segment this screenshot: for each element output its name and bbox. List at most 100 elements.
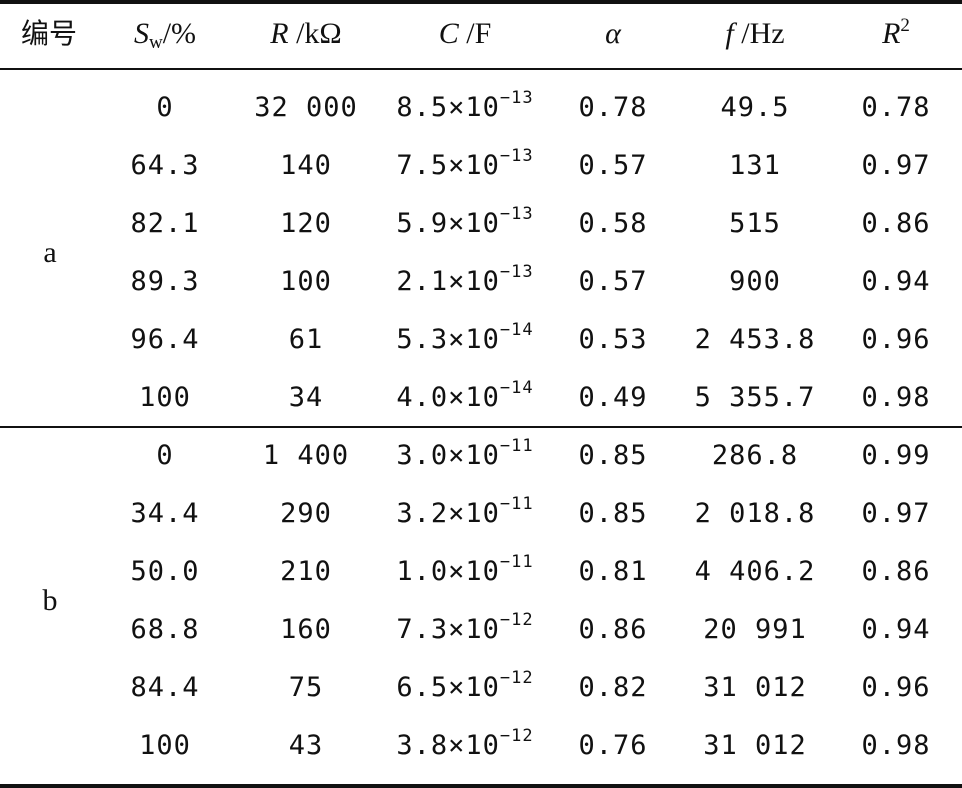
header-c-symbol: C	[438, 17, 459, 50]
cell-sw: 84.4	[130, 672, 200, 703]
cell-r2: 0.86	[861, 556, 931, 587]
cell-f: 4 406.2	[694, 556, 816, 587]
table-header-rule	[0, 68, 962, 70]
cell-f: 49.5	[720, 92, 790, 123]
cell-c-exponent: −12	[499, 668, 534, 688]
cell-sw: 82.1	[130, 208, 200, 239]
cell-c-base: 4.0×10	[396, 382, 500, 413]
cell-f: 900	[729, 266, 781, 297]
cell-r2: 0.97	[861, 150, 931, 181]
table-top-rule	[0, 0, 962, 4]
cell-alpha: 0.76	[578, 730, 648, 761]
header-sw-subscript: w	[148, 32, 163, 53]
header-sw-symbol: S	[133, 17, 149, 50]
header-alpha-symbol: α	[605, 17, 621, 50]
cell-alpha: 0.78	[578, 92, 648, 123]
cell-r: 43	[288, 730, 324, 761]
cell-r: 75	[288, 672, 324, 703]
cell-f: 2 453.8	[694, 324, 816, 355]
cell-c: 4.0×10−14	[376, 378, 554, 418]
cell-c-exponent: −14	[499, 320, 534, 340]
cell-sw: 100	[139, 382, 191, 413]
cell-alpha: 0.57	[578, 266, 648, 297]
cell-c: 7.3×10−12	[376, 610, 554, 650]
cell-f: 515	[729, 208, 781, 239]
cell-c: 7.5×10−13	[376, 146, 554, 186]
cell-c: 3.2×10−11	[376, 494, 554, 534]
header-f: f /Hz	[680, 14, 830, 54]
header-sw-unit: /%	[162, 17, 197, 50]
cell-c: 5.3×10−14	[376, 320, 554, 360]
cell-c-base: 3.8×10	[396, 730, 500, 761]
cell-f: 31 012	[703, 672, 807, 703]
cell-sw: 0	[156, 92, 174, 123]
cell-sw: 100	[139, 730, 191, 761]
header-r2: R2	[846, 14, 946, 54]
header-f-unit: /Hz	[733, 17, 785, 50]
cell-f: 31 012	[703, 730, 807, 761]
cell-alpha: 0.81	[578, 556, 648, 587]
cell-c-exponent: −11	[499, 552, 534, 572]
cell-c-base: 1.0×10	[396, 556, 500, 587]
cell-c-base: 2.1×10	[396, 266, 500, 297]
cell-c: 8.5×10−13	[376, 88, 554, 128]
cell-r2: 0.94	[861, 614, 931, 645]
cell-r: 34	[288, 382, 324, 413]
header-id: 编号	[20, 17, 77, 50]
cell-c: 1.0×10−11	[376, 552, 554, 592]
header-sw: Sw/%	[106, 14, 224, 54]
cell-c-base: 8.5×10	[396, 92, 500, 123]
cell-r2: 0.98	[861, 382, 931, 413]
cell-f: 2 018.8	[694, 498, 816, 529]
cell-r2: 0.97	[861, 498, 931, 529]
cell-c-exponent: −11	[499, 436, 534, 456]
cell-c-base: 7.3×10	[396, 614, 500, 645]
cell-c: 2.1×10−13	[376, 262, 554, 302]
cell-r2: 0.99	[861, 440, 931, 471]
header-c: C /F	[390, 14, 540, 54]
cell-r: 160	[280, 614, 332, 645]
cell-f: 286.8	[711, 440, 799, 471]
cell-sw: 96.4	[130, 324, 200, 355]
cell-c-base: 7.5×10	[396, 150, 500, 181]
cell-c-exponent: −11	[499, 494, 534, 514]
cell-c: 3.0×10−11	[376, 436, 554, 476]
cell-sw: 89.3	[130, 266, 200, 297]
cell-c-base: 3.0×10	[396, 440, 500, 471]
cell-r: 61	[288, 324, 324, 355]
cell-r: 100	[280, 266, 332, 297]
cell-c-exponent: −12	[499, 610, 534, 630]
header-r2-symbol: R	[882, 17, 901, 50]
cell-sw: 50.0	[130, 556, 200, 587]
cell-r2: 0.98	[861, 730, 931, 761]
cell-alpha: 0.85	[578, 498, 648, 529]
cell-alpha: 0.82	[578, 672, 648, 703]
cell-c-exponent: −12	[499, 726, 534, 746]
group-label: b	[42, 584, 58, 617]
cell-r: 1 400	[262, 440, 350, 471]
table-group-separator	[0, 426, 962, 428]
cell-f: 20 991	[703, 614, 807, 645]
cell-f: 5 355.7	[694, 382, 816, 413]
cell-r2: 0.96	[861, 324, 931, 355]
group-label: a	[43, 236, 57, 269]
cell-c-base: 3.2×10	[396, 498, 500, 529]
cell-alpha: 0.86	[578, 614, 648, 645]
cell-c: 5.9×10−13	[376, 204, 554, 244]
cell-alpha: 0.57	[578, 150, 648, 181]
cell-alpha: 0.58	[578, 208, 648, 239]
cell-c-exponent: −13	[499, 204, 534, 224]
header-r-symbol: R	[270, 17, 289, 50]
cell-sw: 34.4	[130, 498, 200, 529]
cell-sw: 68.8	[130, 614, 200, 645]
cell-sw: 0	[156, 440, 174, 471]
cell-sw: 64.3	[130, 150, 200, 181]
cell-c-base: 5.3×10	[396, 324, 500, 355]
cell-r2: 0.78	[861, 92, 931, 123]
cell-c-exponent: −14	[499, 378, 534, 398]
cell-r: 140	[280, 150, 332, 181]
header-r: R /kΩ	[236, 14, 376, 54]
cell-c-exponent: −13	[499, 262, 534, 282]
header-c-unit: /F	[458, 17, 492, 50]
table-bottom-rule	[0, 784, 962, 788]
